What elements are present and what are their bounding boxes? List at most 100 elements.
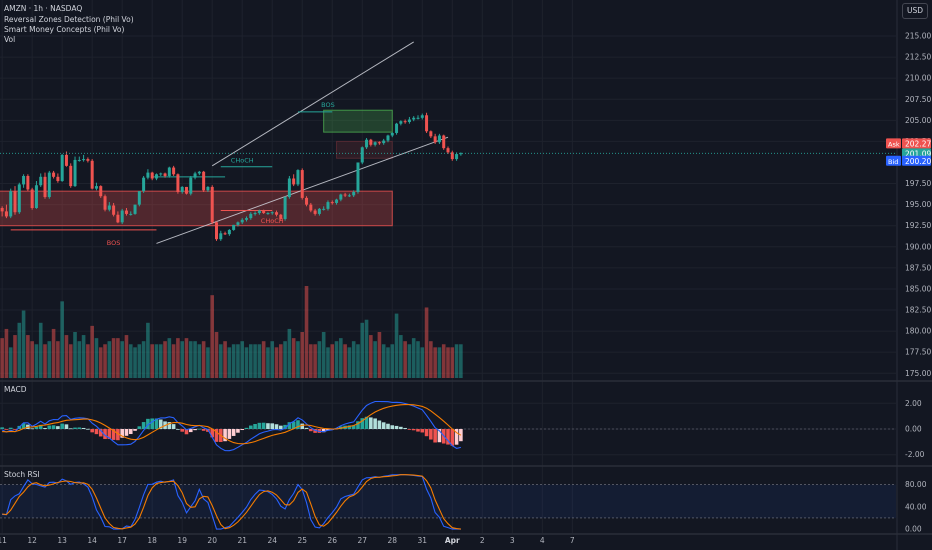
price-tick-label: 190.00 [905,242,931,251]
candle-body [287,178,291,198]
macd-hist-bar [56,426,60,429]
macd-hist-bar [300,423,305,429]
candle-body [0,208,4,212]
stoch-d-line [2,474,461,530]
macd-hist-bar [394,425,399,429]
macd-hist-bar [47,425,52,429]
macd-hist-bar [390,425,395,429]
volume-bar [283,341,287,378]
candle-body [365,139,369,148]
macd-hist-bar [433,429,437,443]
candle-body [176,174,180,192]
macd-hist-bar [360,418,365,429]
macd-hist-bar [244,427,249,429]
indicator-smart-money[interactable]: Smart Money Concepts (Phil Vo) [4,25,125,34]
candle-body [399,121,403,124]
candle-body [253,213,257,215]
candle-body [47,172,51,198]
macd-hist-bar [68,428,73,430]
x-tick-label: 20 [207,536,217,545]
price-tick-label: 180.00 [905,327,931,336]
volume-bar [231,344,236,378]
volume-bar [309,344,313,378]
x-tick-label: 21 [237,536,247,545]
candle-body [360,147,364,163]
stoch-tick-label: 80.00 [905,480,927,489]
macd-hist-bar [283,424,287,429]
macd-hist-bar [150,418,154,429]
candle-body [390,132,394,136]
candle-body [330,202,334,204]
volume-bar [334,341,339,378]
volume-bar [420,347,425,378]
price-tick-label: 205.00 [905,116,931,125]
volume-bar [424,307,429,378]
volume-bar [403,341,407,378]
candle-body [82,159,86,161]
macd-tick-label: -2.00 [905,450,925,459]
candle-body [4,211,8,217]
candle-body [227,229,231,235]
price-tick-label: 182.50 [905,306,931,315]
macd-hist-bar [420,429,425,433]
bid-badge-bg [902,155,931,166]
volume-bar [433,347,437,378]
macd-hist-bar [287,422,292,429]
candle-body [129,213,133,215]
stoch-band-fill [0,484,896,518]
volume-bar [381,344,386,378]
macd-hist-bar [450,429,455,446]
indicator-vol[interactable]: Vol [4,35,16,44]
candle-body [137,191,141,205]
macd-hist-bar [141,422,146,429]
candle-body [86,159,90,161]
volume-bar [227,347,232,378]
volume-bar [339,338,343,378]
macd-hist-bar [171,424,176,429]
x-tick-label: 13 [57,536,67,545]
macd-hist-bar [373,418,377,429]
macd-hist-bar [266,423,270,429]
volume-bar [330,344,335,378]
candle-body [266,213,270,215]
candle-body [275,212,279,215]
macd-hist-bar [4,429,9,430]
volume-bar [356,344,360,378]
macd-hist-bar [124,429,129,436]
volume-bar [34,344,39,378]
volume-bar [107,341,112,378]
volume-bar [163,341,167,378]
candle-body [420,115,424,118]
indicator-reversal-zones[interactable]: Reversal Zones Detection (Phil Vo) [4,15,134,24]
macd-hist-bar [86,428,90,430]
symbol-line[interactable]: AMZN · 1h · NASDAQ [4,4,83,13]
zone-supply-1 [323,109,393,133]
macd-hist-bar [64,424,69,429]
candle-body [124,210,128,214]
candle-body [386,135,390,141]
volume-bar [429,341,433,378]
volume-bar [201,341,206,378]
volume-bar [279,344,283,378]
candle-body [395,123,399,133]
candle-body [245,218,249,220]
macd-hist-bar [154,418,159,429]
volume-bar [137,344,142,378]
price-tick-label: 187.50 [905,263,931,272]
candle-body [343,194,347,196]
macd-hist-bar [73,427,77,429]
candle-body [64,154,68,166]
x-tick-label: 18 [147,536,157,545]
candle-body [223,233,227,235]
macd-signal-line [2,404,462,445]
currency-button[interactable]: USD [902,3,928,19]
candle-body [326,202,330,209]
macd-hist-bar [116,429,120,441]
candle-body [377,142,381,144]
macd-macd-line [1,400,462,452]
candle-body [197,171,201,174]
candle-body [433,136,437,143]
volume-bar [326,347,330,378]
macd-hist-bar [429,429,433,440]
